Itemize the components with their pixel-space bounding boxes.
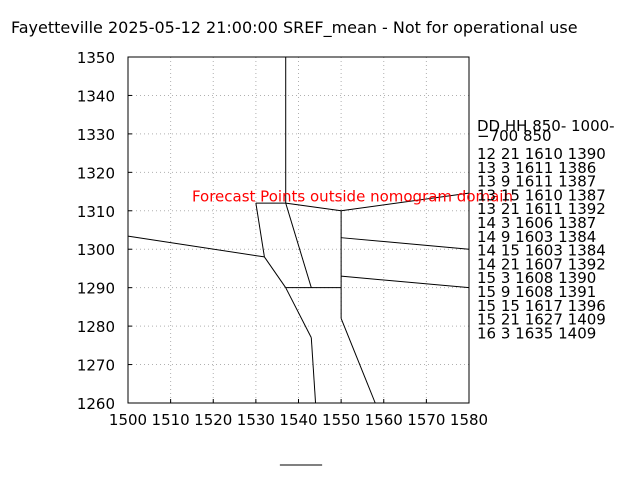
domain-warning-annotation: Forecast Points outside nomogram domain [192,188,513,206]
table-row: 14 15 1603 1384 [477,242,606,260]
nomogram-line [285,202,312,288]
y-tick-label: 1320 [77,164,115,182]
table-row: 13 21 1611 1392 [477,200,606,218]
table-header-line-2: −700 850 [477,127,552,145]
table-row: 15 3 1608 1390 [477,269,596,287]
nomogram-line [285,287,312,338]
y-tick-label: 1290 [77,280,115,298]
x-tick-label: 1580 [450,411,488,429]
x-tick-label: 1520 [194,411,232,429]
x-tick-label: 1570 [407,411,445,429]
nomogram-line [340,318,376,404]
nomogram-lines [127,57,470,404]
grid [127,56,470,404]
table-row: 13 9 1611 1387 [477,173,596,191]
y-tick-label: 1300 [77,241,115,259]
table-row: 14 9 1603 1384 [477,228,596,246]
y-tick-label: 1270 [77,357,115,375]
table-row: 13 3 1611 1386 [477,159,596,177]
nomogram-line [263,256,287,288]
table-row: 14 3 1606 1387 [477,214,596,232]
table-header-line-1: DD HH 850- 1000- [477,117,615,135]
nomogram-line [341,192,470,212]
x-tick-label: 1510 [152,411,190,429]
nomogram-line [127,235,265,258]
nomogram-line [255,203,265,257]
table-row: 16 3 1635 1409 [477,324,596,342]
nomogram-line [310,337,317,404]
y-axis: 1260 1270 1280 1290 1300 1310 1320 1330 1340 1350 [77,49,132,413]
table-row: 14 21 1607 1392 [477,255,606,273]
nomogram-line [285,202,342,212]
table-row: 13 15 1610 1387 [477,186,606,204]
nomogram-line [341,237,470,250]
x-tick-label: 1560 [365,411,403,429]
x-axis: 1500 1510 1520 1530 1540 1550 1560 1570 1580 [109,399,488,429]
nomogram-line [341,275,470,289]
x-tick-label: 1500 [109,411,147,429]
table-row: 15 9 1608 1391 [477,283,596,301]
y-tick-label: 1260 [77,395,115,413]
table-row: 12 21 1610 1390 [477,145,606,163]
y-tick-label: 1280 [77,318,115,336]
x-tick-label: 1540 [279,411,317,429]
y-tick-label: 1340 [77,87,115,105]
x-tick-label: 1550 [322,411,360,429]
y-tick-label: 1310 [77,203,115,221]
table-row: 15 21 1627 1409 [477,311,606,329]
chart-title: Fayetteville 2025-05-12 21:00:00 SREF_me… [11,18,578,38]
x-tick-label: 1530 [237,411,275,429]
footer-mark: ______ [279,450,323,466]
y-tick-label: 1330 [77,126,115,144]
y-tick-label: 1350 [77,49,115,67]
table-row: 15 15 1617 1396 [477,297,606,315]
